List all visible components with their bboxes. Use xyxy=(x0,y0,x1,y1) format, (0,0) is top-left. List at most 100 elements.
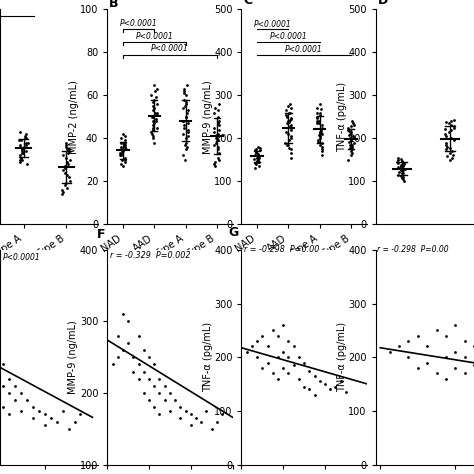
Point xyxy=(317,128,325,136)
Point xyxy=(470,362,474,369)
Point xyxy=(149,117,157,125)
Point xyxy=(447,144,454,152)
Point xyxy=(22,135,30,142)
Point xyxy=(252,160,260,168)
Point xyxy=(210,128,218,136)
Point xyxy=(282,128,290,136)
Point xyxy=(20,143,27,151)
Point xyxy=(251,151,258,158)
Point xyxy=(332,383,339,391)
Point xyxy=(208,425,216,433)
Point xyxy=(118,139,125,146)
Point xyxy=(22,141,30,148)
Point xyxy=(344,124,352,131)
Point xyxy=(179,104,186,112)
Point xyxy=(118,160,125,168)
Point xyxy=(290,362,297,369)
Point xyxy=(109,361,116,368)
Point xyxy=(148,113,156,120)
Text: P<0.0001: P<0.0001 xyxy=(254,19,292,28)
Point xyxy=(400,167,407,174)
Point xyxy=(66,156,73,164)
Point xyxy=(149,98,157,106)
Point xyxy=(279,321,287,329)
Point xyxy=(17,154,25,161)
Point xyxy=(442,130,449,138)
Text: r = -0.298  P=0.00: r = -0.298 P=0.00 xyxy=(244,245,319,254)
Point xyxy=(284,102,292,110)
Point xyxy=(155,410,163,418)
Point xyxy=(283,119,291,127)
Point xyxy=(150,104,158,112)
Point xyxy=(177,414,184,422)
Point xyxy=(442,332,450,339)
Point xyxy=(313,109,320,117)
Point xyxy=(255,163,263,170)
Point xyxy=(64,171,71,179)
Point xyxy=(184,107,191,114)
Point xyxy=(71,418,78,425)
Point xyxy=(153,124,161,131)
Point xyxy=(451,364,459,372)
Point xyxy=(451,122,458,130)
Point xyxy=(313,117,320,125)
Point xyxy=(65,147,73,155)
Point xyxy=(254,156,262,164)
Point xyxy=(394,171,401,179)
Point xyxy=(116,152,124,159)
Point xyxy=(318,152,326,159)
Point xyxy=(18,145,26,153)
Text: P<0.0001: P<0.0001 xyxy=(136,32,173,41)
Point xyxy=(451,321,459,329)
Point xyxy=(150,139,157,146)
Point xyxy=(63,180,70,187)
Point xyxy=(63,145,71,153)
Point xyxy=(256,144,264,152)
Point xyxy=(22,139,30,146)
Point xyxy=(119,147,127,155)
Point xyxy=(63,141,70,148)
Point xyxy=(311,391,319,399)
Point xyxy=(347,137,355,144)
Point xyxy=(314,119,321,127)
Point xyxy=(398,170,406,177)
Point xyxy=(213,418,221,425)
Point xyxy=(118,149,126,157)
Point xyxy=(253,154,261,161)
Point xyxy=(64,158,71,166)
Point xyxy=(152,117,159,125)
Point xyxy=(121,137,128,144)
Point xyxy=(119,130,127,138)
Point xyxy=(21,135,29,142)
Text: D: D xyxy=(378,0,388,8)
Point xyxy=(11,382,18,390)
Point xyxy=(285,144,292,152)
Point xyxy=(215,130,222,138)
Point xyxy=(317,126,325,134)
Point xyxy=(287,149,295,157)
Point xyxy=(274,375,282,383)
Point xyxy=(450,117,458,124)
Point xyxy=(135,375,142,383)
Point xyxy=(219,410,226,418)
Point xyxy=(284,337,292,345)
Point xyxy=(252,148,259,156)
Point xyxy=(121,139,129,146)
Point xyxy=(349,119,357,127)
Point xyxy=(5,389,13,397)
Point xyxy=(181,124,188,131)
Point xyxy=(347,152,355,159)
Point xyxy=(398,161,405,169)
Point xyxy=(183,81,191,88)
Point xyxy=(286,117,293,124)
Point xyxy=(284,370,292,377)
Point xyxy=(22,130,30,138)
Point xyxy=(122,158,129,166)
Point xyxy=(140,346,147,354)
Point xyxy=(255,154,263,161)
Point xyxy=(182,407,190,415)
Y-axis label: TNF-α (pg/mL): TNF-α (pg/mL) xyxy=(202,322,212,392)
Point xyxy=(216,122,223,129)
Point xyxy=(149,102,157,110)
Point xyxy=(347,128,355,136)
